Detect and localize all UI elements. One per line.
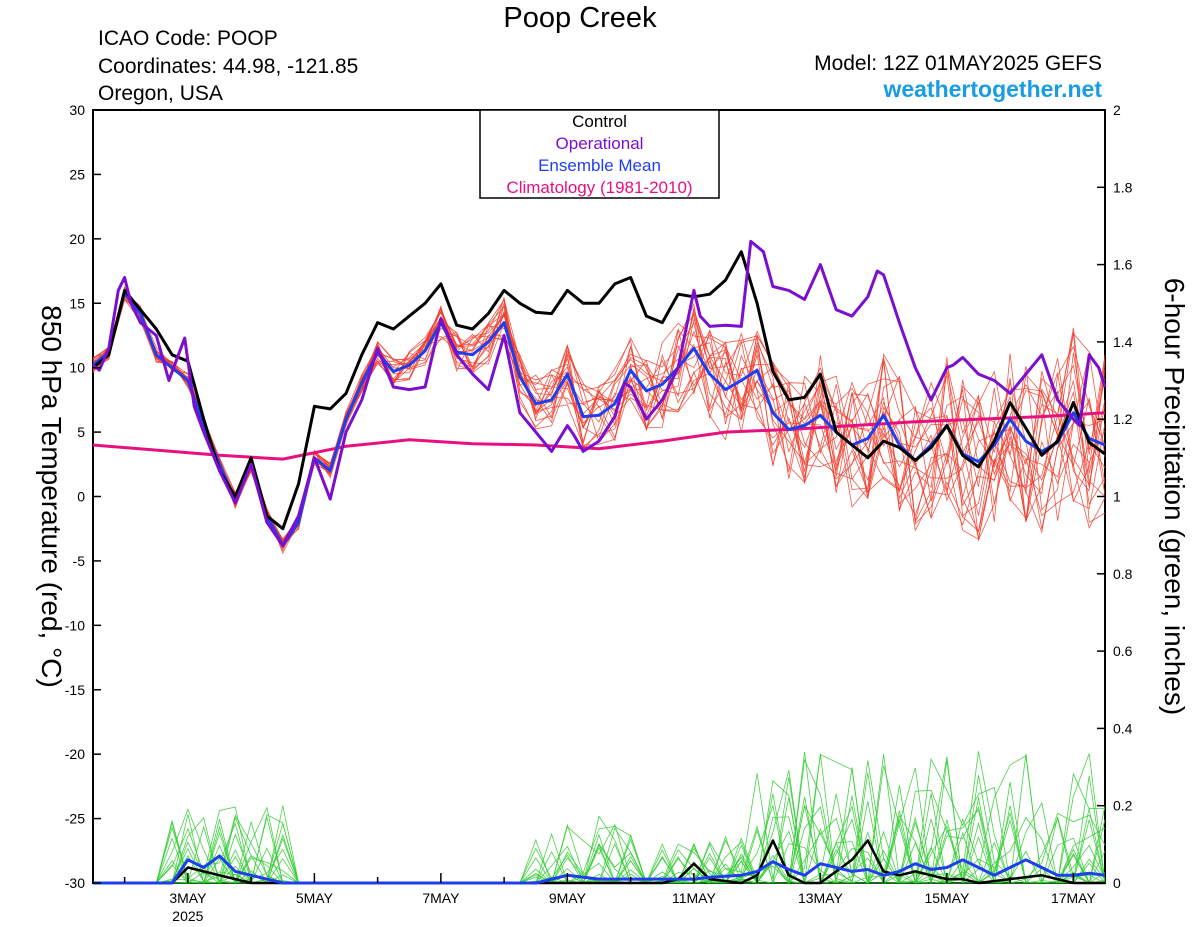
y2-tick-label: 0 xyxy=(1113,875,1121,891)
y2-tick-label: 2 xyxy=(1113,102,1121,118)
model-run: Model: 12Z 01MAY2025 GEFS xyxy=(814,52,1102,75)
y-tick-label: -5 xyxy=(73,553,86,569)
y-tick-label: 30 xyxy=(69,102,85,118)
precip-member-line xyxy=(93,775,1106,884)
legend-item: Ensemble Mean xyxy=(538,156,661,175)
y-tick-label: -10 xyxy=(65,617,85,633)
precip-member-line xyxy=(93,760,1106,885)
y2-tick-label: 0.4 xyxy=(1113,720,1133,736)
legend-box xyxy=(479,109,720,199)
legend-item: Operational xyxy=(556,134,644,153)
x-tick-label: 15MAY xyxy=(924,890,970,906)
x-tick-label: 13MAY xyxy=(798,890,844,906)
y2-tick-label: 0.8 xyxy=(1113,566,1133,582)
y-tick-label: 20 xyxy=(69,231,85,247)
y2-tick-label: 0.2 xyxy=(1113,798,1133,814)
x-tick-label: 7MAY xyxy=(422,890,460,906)
y2-tick-label: 0.6 xyxy=(1113,643,1133,659)
x-tick-sublabel: 2025 xyxy=(172,908,203,924)
y2-tick-label: 1.8 xyxy=(1113,179,1133,195)
legend: Control Operational Ensemble Mean Climatolo… xyxy=(479,109,720,199)
precip-member-line xyxy=(93,751,1105,885)
x-tick-label: 17MAY xyxy=(1051,890,1097,906)
control-temp-line xyxy=(92,250,1106,531)
x-tick-label: 11MAY xyxy=(672,890,716,906)
y-tick-label: 0 xyxy=(77,489,85,505)
y-tick-label: 25 xyxy=(69,166,85,182)
y-tick-label: -15 xyxy=(65,682,85,698)
y-tick-label: -20 xyxy=(65,746,85,762)
x-tick-label: 5MAY xyxy=(296,890,334,906)
coordinates: Coordinates: 44.98, -121.85 xyxy=(98,55,359,78)
icao-code: ICAO Code: POOP xyxy=(98,27,278,50)
y2-axis-title: 6-hour Precipitation (green, inches) xyxy=(1159,278,1190,715)
region: Oregon, USA xyxy=(98,82,223,105)
axes: 302520151050-5-10-15-20-25-3021.81.61.41… xyxy=(36,102,1190,924)
y-tick-label: 10 xyxy=(69,360,85,376)
operational-temp-line xyxy=(92,239,1107,547)
precip-member-line xyxy=(93,772,1106,885)
legend-item: Control xyxy=(572,112,627,131)
y2-tick-label: 1 xyxy=(1113,489,1121,505)
x-tick-label: 3MAY xyxy=(169,890,207,906)
y2-tick-label: 1.2 xyxy=(1113,411,1133,427)
y-axis-title: 850 hPa Temperature (red, °C) xyxy=(36,305,67,688)
ensemble-mean-precip-line xyxy=(93,854,1106,885)
precip-member-line xyxy=(93,753,1106,884)
y-tick-label: -25 xyxy=(65,811,85,827)
control-precip-line xyxy=(93,839,1105,885)
chart-title: Poop Creek xyxy=(503,2,657,34)
y2-tick-label: 1.6 xyxy=(1113,257,1133,273)
precip-member-line xyxy=(93,754,1105,885)
precip-member-line xyxy=(93,767,1106,884)
main-series xyxy=(92,239,1107,885)
y-tick-label: 15 xyxy=(69,295,85,311)
y-tick-label: -30 xyxy=(65,875,85,891)
x-tick-label: 9MAY xyxy=(549,890,587,906)
y-tick-label: 5 xyxy=(77,424,85,440)
legend-item: Climatology (1981-2010) xyxy=(506,178,692,197)
climatology-line xyxy=(92,411,1106,461)
brand-link[interactable]: weathertogether.net xyxy=(883,76,1102,102)
y2-tick-label: 1.4 xyxy=(1113,334,1133,350)
